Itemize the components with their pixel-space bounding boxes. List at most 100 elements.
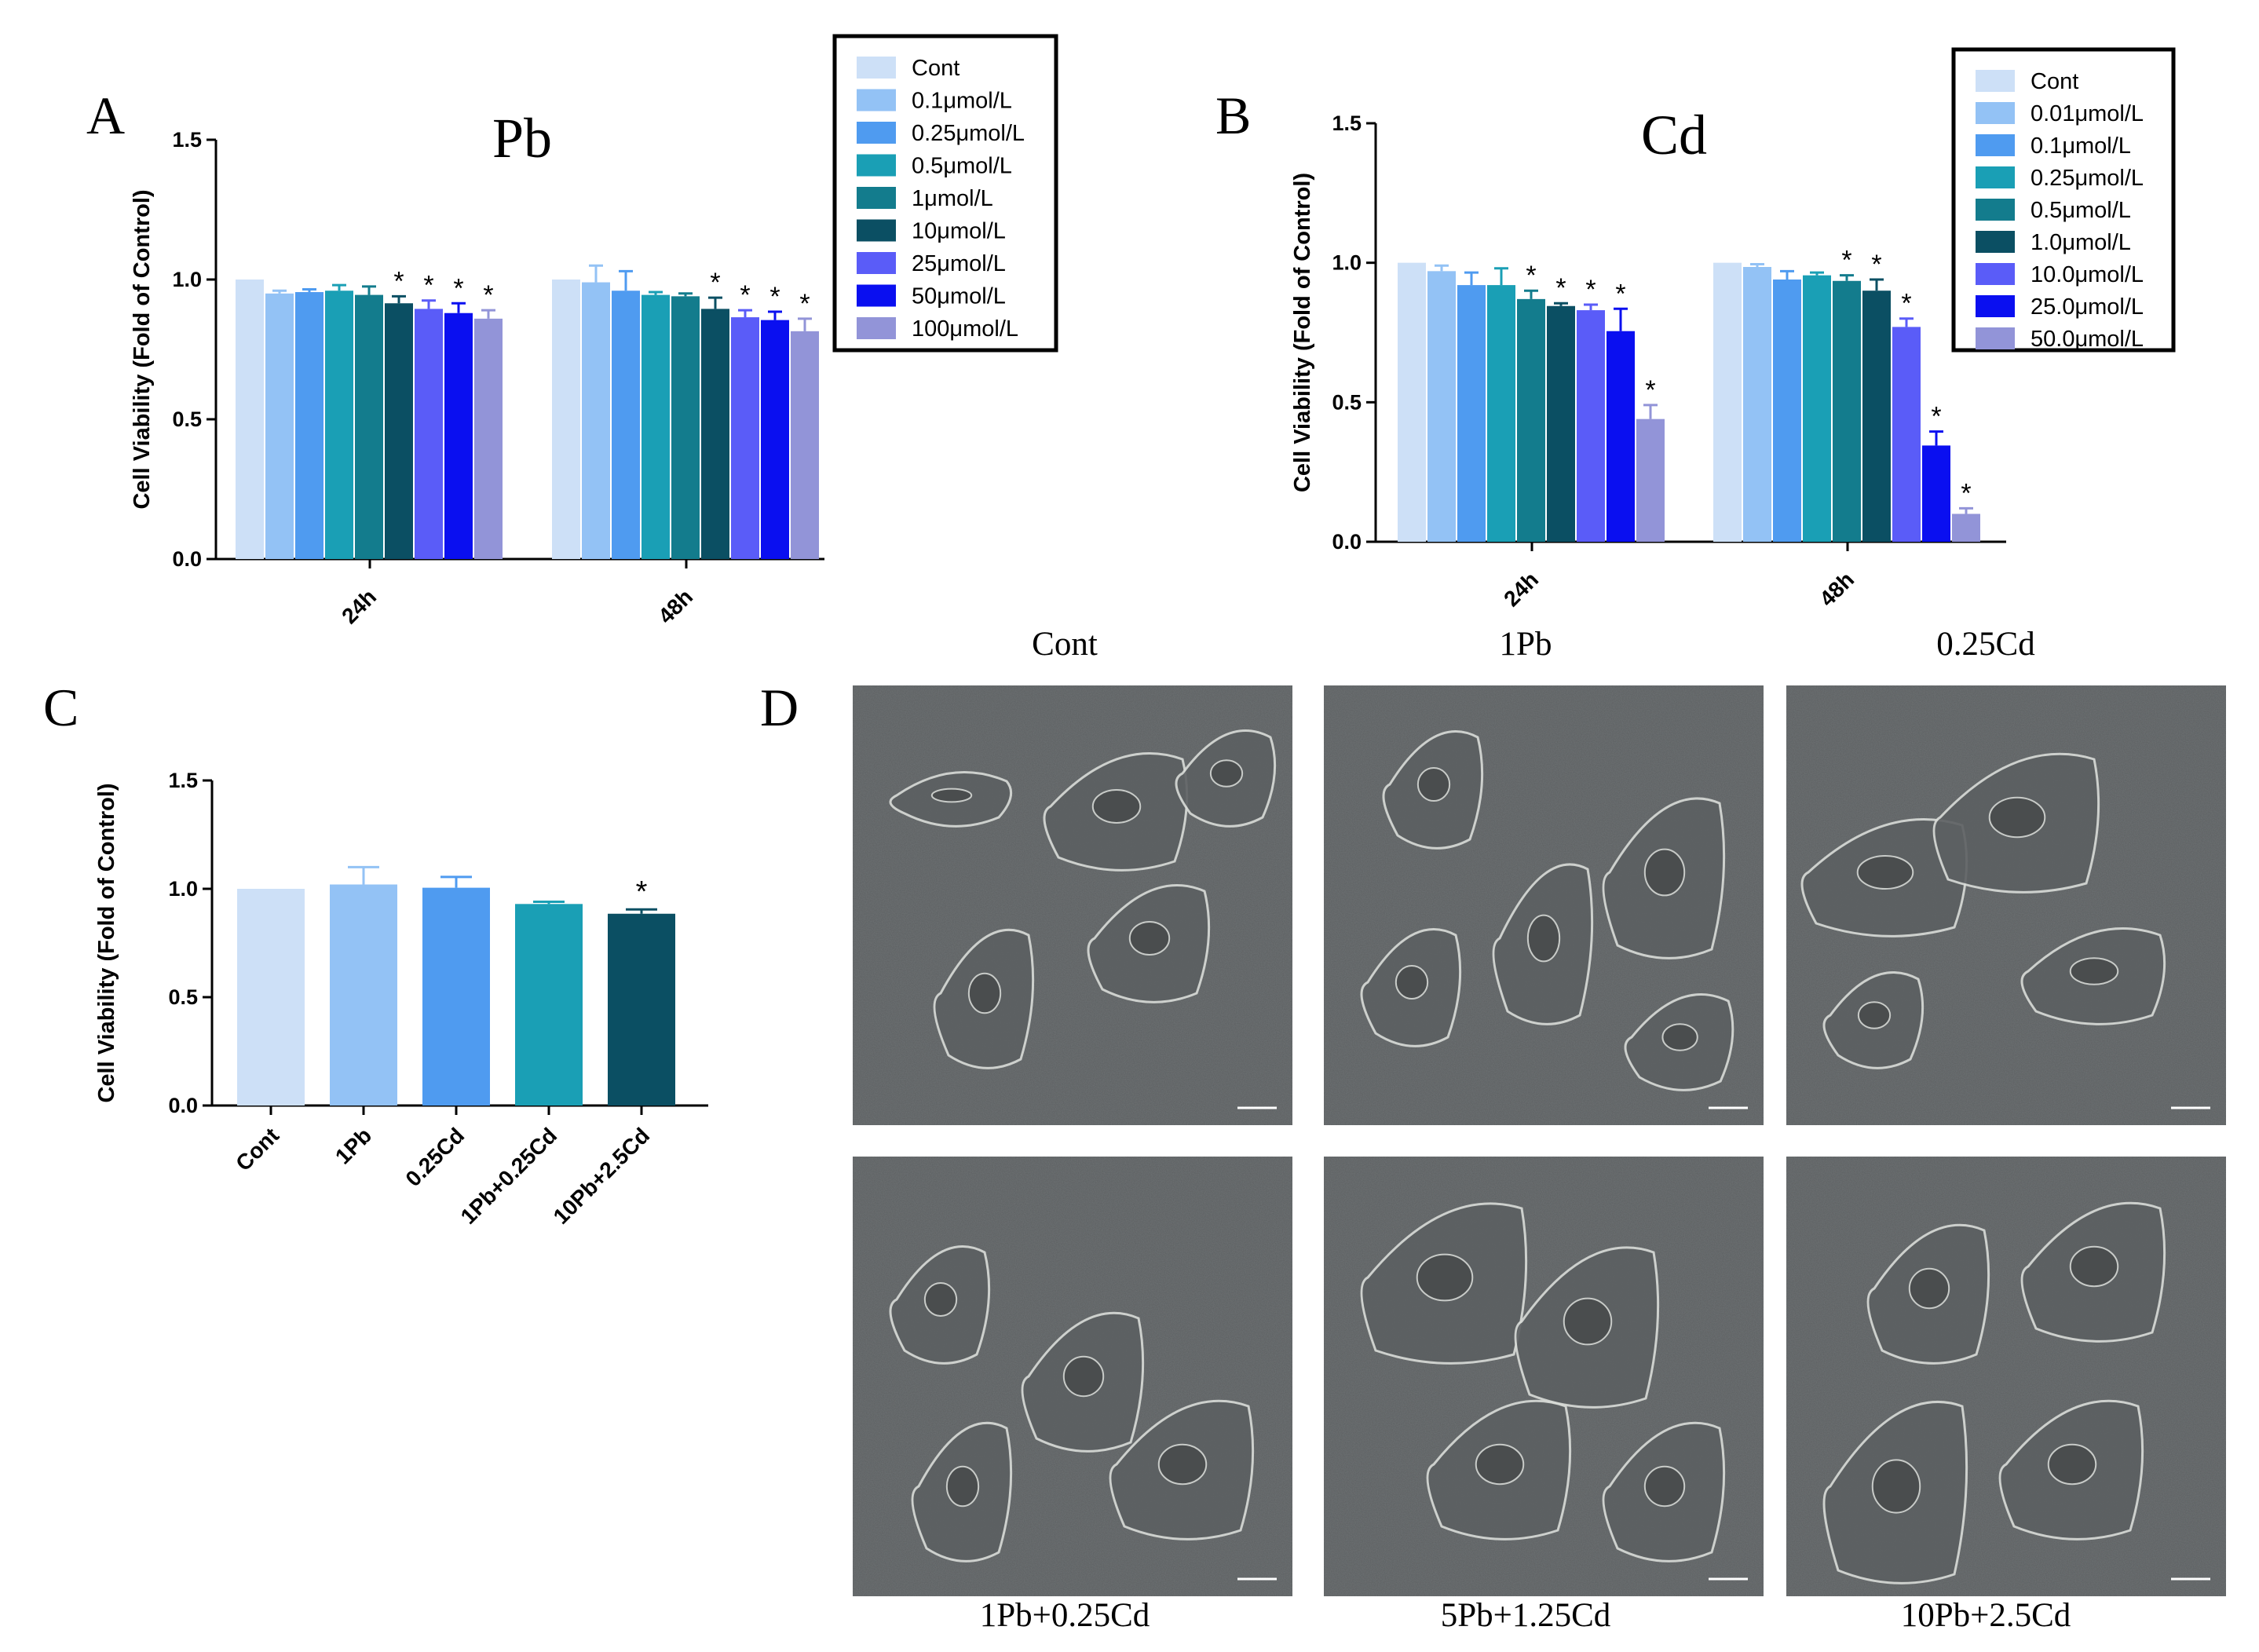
legend-swatch [1976, 263, 2015, 285]
significance-marker: * [1645, 375, 1655, 405]
significance-marker: * [1555, 273, 1566, 303]
legend-swatch [857, 57, 896, 79]
bar [1922, 445, 1950, 542]
cell-nucleus [1416, 1253, 1474, 1302]
significance-marker: * [1841, 246, 1851, 276]
bar-group [422, 875, 490, 1106]
bar [671, 296, 700, 559]
significance-marker: * [769, 282, 780, 312]
cell-nucleus [1395, 965, 1429, 1000]
bar-group [642, 291, 670, 559]
cell-nucleus [1643, 848, 1686, 897]
bar [1547, 305, 1575, 542]
micrograph-10pb-25cd [1786, 1157, 2226, 1596]
bar [1517, 298, 1545, 542]
legend-swatch [857, 122, 896, 144]
bar-group [1577, 303, 1605, 542]
bar [385, 303, 413, 559]
bar-group [415, 299, 443, 559]
cell-nucleus [1062, 1355, 1105, 1398]
bar [1743, 266, 1771, 542]
bar [1892, 327, 1921, 542]
bar-group [1892, 317, 1921, 542]
cell-nucleus [1563, 1297, 1613, 1346]
cell-nucleus [1908, 1267, 1950, 1310]
cell-nucleus [1157, 1443, 1208, 1486]
bar-group [444, 302, 473, 559]
y-tick-label: 1.0 [1332, 251, 1362, 275]
bar-group [1833, 274, 1861, 542]
micrograph-025cd [1786, 685, 2226, 1125]
bar-group [1713, 262, 1742, 542]
legend-swatch [1976, 70, 2015, 92]
legend-swatch [857, 252, 896, 274]
bar [1773, 279, 1801, 542]
bar [731, 317, 759, 559]
chart-panel-c: 0.0 0.5 1.0 1.5 Cell Viability (Fold of Cont… [94, 769, 708, 1229]
bar [1636, 418, 1665, 542]
chart-panel-b: 0.0 0.5 1.0 1.5 Cell Viability (Fold of Cont… [1290, 47, 2176, 611]
y-axis-label: Cell Viability (Fold of Control) [94, 783, 119, 1102]
legend-entry: 0.25μmol/L [2031, 166, 2144, 191]
bar-group [1517, 289, 1545, 542]
significance-marker: * [1961, 478, 1971, 508]
bar [608, 913, 675, 1106]
cell-nucleus [2069, 957, 2119, 985]
significance-marker: * [710, 268, 720, 298]
cell-nucleus [923, 1282, 958, 1317]
legend-swatch [1976, 295, 2015, 317]
bar [237, 889, 305, 1106]
bar-group [325, 283, 353, 559]
bar [355, 294, 383, 559]
legend-entry: 0.5μmol/L [912, 154, 1012, 179]
micrograph-label-025cd: 0.25Cd [1936, 626, 2035, 663]
cell-nucleus [1526, 914, 1561, 963]
significance-marker: * [453, 273, 463, 303]
legend-entry: 50μmol/L [912, 284, 1006, 309]
bar [236, 280, 264, 559]
bar [1713, 262, 1742, 542]
bar [295, 292, 323, 559]
bar-group [1457, 271, 1486, 542]
micrograph-1pb-025cd [853, 1157, 1292, 1596]
legend-entry: 1μmol/L [912, 186, 993, 211]
legend: Cont 0.01μmol/L 0.1μmol/L 0.25μmol/L 0.5μmol… [1951, 47, 2176, 353]
bar-group [1427, 264, 1456, 542]
legend-swatch [857, 154, 896, 177]
bar-group [295, 287, 323, 559]
cell-nucleus [1856, 855, 1914, 890]
bar-group [612, 269, 640, 559]
bar-group [1636, 404, 1665, 542]
bar [1833, 280, 1861, 542]
cell-nucleus [1988, 796, 2046, 839]
bar-group [1773, 269, 1801, 542]
bar-group [515, 901, 583, 1106]
bar [1427, 271, 1456, 542]
bar [612, 291, 640, 559]
panel-letter-a: A [86, 86, 126, 145]
cell-nucleus [945, 1465, 980, 1508]
bar-group [1607, 307, 1635, 542]
cell-nucleus [1128, 921, 1171, 956]
bar [552, 280, 580, 559]
legend-entry: 1.0μmol/L [2031, 230, 2131, 255]
bar [1398, 262, 1426, 542]
significance-marker: * [799, 289, 810, 319]
micrograph-label-1pb-025cd: 1Pb+0.25Cd [979, 1597, 1150, 1634]
bar-group [1952, 506, 1980, 542]
cell-nucleus [930, 788, 973, 803]
bar [422, 887, 490, 1106]
micrograph-label-cont: Cont [1032, 626, 1098, 663]
bar-group [1922, 430, 1950, 542]
micrograph-label-1pb: 1Pb [1499, 626, 1552, 663]
bar-group [608, 908, 675, 1106]
legend-entry: 0.5μmol/L [2031, 198, 2131, 223]
cell-nucleus [1857, 1001, 1892, 1029]
y-tick-label: 0.5 [168, 985, 198, 1009]
y-tick-label: 1.5 [168, 769, 198, 792]
significance-marker: * [636, 875, 648, 908]
y-tick-label: 0.5 [172, 408, 202, 431]
y-tick-label: 1.5 [172, 128, 202, 152]
